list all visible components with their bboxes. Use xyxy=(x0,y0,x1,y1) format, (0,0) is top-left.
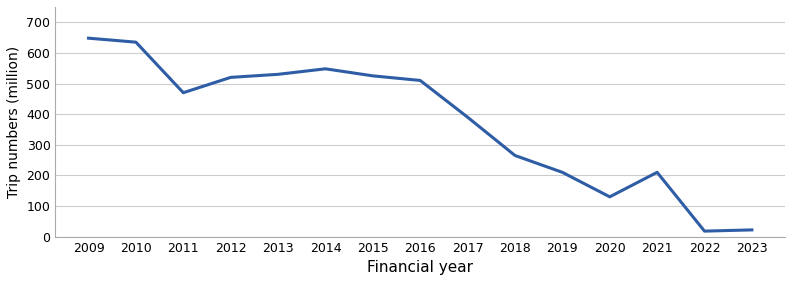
X-axis label: Financial year: Financial year xyxy=(367,260,473,275)
Y-axis label: Trip numbers (million): Trip numbers (million) xyxy=(7,46,21,198)
